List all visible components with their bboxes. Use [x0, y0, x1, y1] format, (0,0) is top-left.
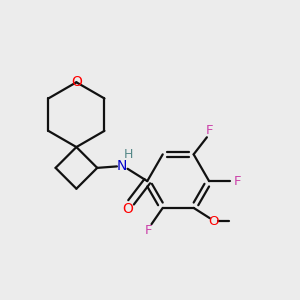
Text: F: F [234, 175, 242, 188]
Text: N: N [117, 159, 128, 173]
Text: H: H [124, 148, 134, 160]
Text: O: O [71, 75, 82, 89]
Text: F: F [206, 124, 213, 137]
Text: O: O [123, 202, 134, 216]
Text: O: O [208, 215, 219, 228]
Text: F: F [145, 224, 152, 237]
